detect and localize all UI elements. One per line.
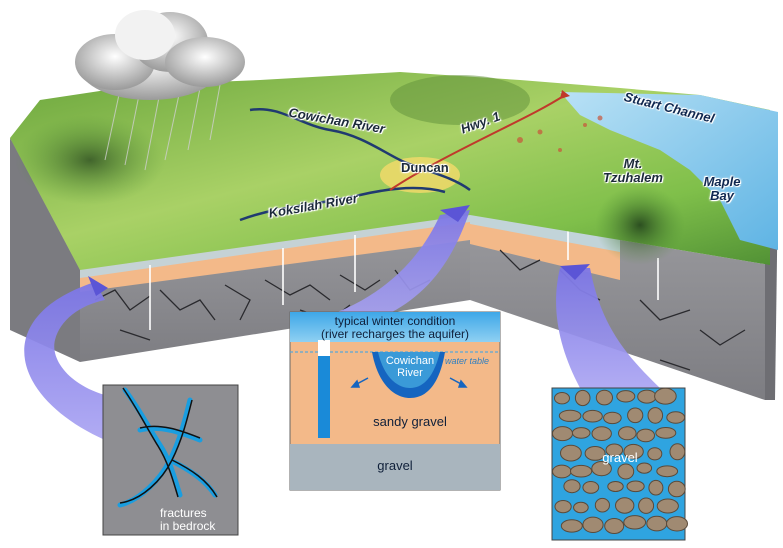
gravel-pebble	[552, 464, 572, 479]
river-label-1: Cowichan	[385, 355, 435, 367]
gravel-pebble	[574, 389, 591, 407]
label-mt-tzuhalem-1: Mt. Tzuhalem	[603, 157, 663, 185]
gravel-pebble	[666, 411, 686, 424]
gravel-pebble	[616, 390, 636, 403]
callout-aquifer	[289, 311, 501, 491]
water-table-label: water table	[445, 356, 490, 366]
gravel-pebble	[646, 515, 668, 532]
sandy-gravel-label: sandy gravel	[373, 414, 447, 429]
land-surface	[10, 72, 778, 270]
gravel-pebble	[647, 447, 663, 461]
gravel-pebble	[638, 497, 655, 514]
gravel-pebble	[591, 426, 612, 442]
gravel-pebble	[604, 518, 625, 534]
label-mt-tzuhalem: Mt. Tzuhalem	[603, 156, 663, 185]
gravel-pebble	[594, 497, 611, 513]
gravel-pebble	[591, 461, 612, 477]
gravel-pebble	[563, 479, 581, 494]
gravel-pebble	[627, 407, 644, 424]
gravel-pebble	[626, 480, 645, 493]
gravel-pebble	[667, 480, 686, 498]
gravel-pebble	[554, 500, 572, 514]
gravel-pebble	[582, 409, 603, 423]
gravel-pebble	[607, 481, 624, 492]
gravel-pebble	[618, 426, 637, 441]
gravel-pebble	[654, 387, 677, 405]
gravel-pebble	[603, 411, 622, 425]
gravel-pebble	[552, 426, 573, 442]
gravel-pebble	[595, 389, 614, 406]
koksilah-river-line	[239, 186, 446, 222]
sea-area	[560, 92, 778, 250]
label-duncan: Duncan	[401, 160, 449, 175]
callout-beams	[24, 205, 660, 440]
gravel-pebble	[571, 427, 591, 439]
gravel-pebble	[637, 389, 657, 404]
beam-center	[320, 210, 470, 318]
gravel-pebble	[648, 479, 664, 496]
label-maple-bay-text: Maple Bay	[703, 174, 741, 203]
gravel-pebble	[554, 392, 570, 405]
beam-left	[24, 282, 105, 440]
gravel-pebble	[560, 519, 583, 533]
gravel-pebble	[636, 462, 653, 474]
gravel-pebble	[582, 481, 600, 494]
gravel-pebble	[560, 444, 582, 462]
gravel-label-center: gravel	[377, 458, 413, 473]
gravel-pebble	[623, 515, 647, 530]
center-title-2: (river recharges the aquifer)	[320, 327, 470, 341]
callout-gravel	[551, 387, 688, 541]
gravel-pebble	[656, 465, 679, 478]
gravel-pebble	[582, 516, 604, 533]
gravel-pebble	[656, 498, 679, 514]
gravel-pebble	[666, 516, 688, 532]
gravel-pebble	[669, 443, 686, 461]
fractures-label-2: in bedrock	[160, 519, 216, 533]
cowichan-river-line	[249, 107, 471, 192]
gravel-pebble	[570, 464, 593, 478]
center-title-1: typical winter condition	[334, 314, 456, 328]
fractures-label-1: fractures	[160, 506, 207, 520]
river-label-2: River	[397, 367, 423, 379]
gravel-pebble	[605, 443, 624, 457]
gravel-pebble	[584, 446, 606, 461]
gravel-pebble	[623, 443, 644, 460]
gravel-pebble	[647, 407, 664, 424]
beam-right	[556, 268, 660, 388]
gravel-pebble	[615, 497, 635, 514]
gravel-pebble	[573, 501, 589, 514]
gravel-pebble	[636, 428, 656, 443]
monitoring-well	[318, 356, 330, 438]
gravel-pebble	[617, 463, 635, 480]
label-maple-bay: Maple Bay	[700, 175, 744, 203]
gravel-pebble	[655, 427, 677, 439]
gravel-pebbles	[552, 387, 688, 534]
gravel-pebble	[558, 409, 582, 422]
gravel-label-right: gravel	[602, 450, 638, 465]
callout-fractures	[102, 384, 239, 536]
well-lines	[149, 230, 659, 330]
highway-line	[389, 94, 566, 191]
rain-cloud	[75, 10, 245, 171]
